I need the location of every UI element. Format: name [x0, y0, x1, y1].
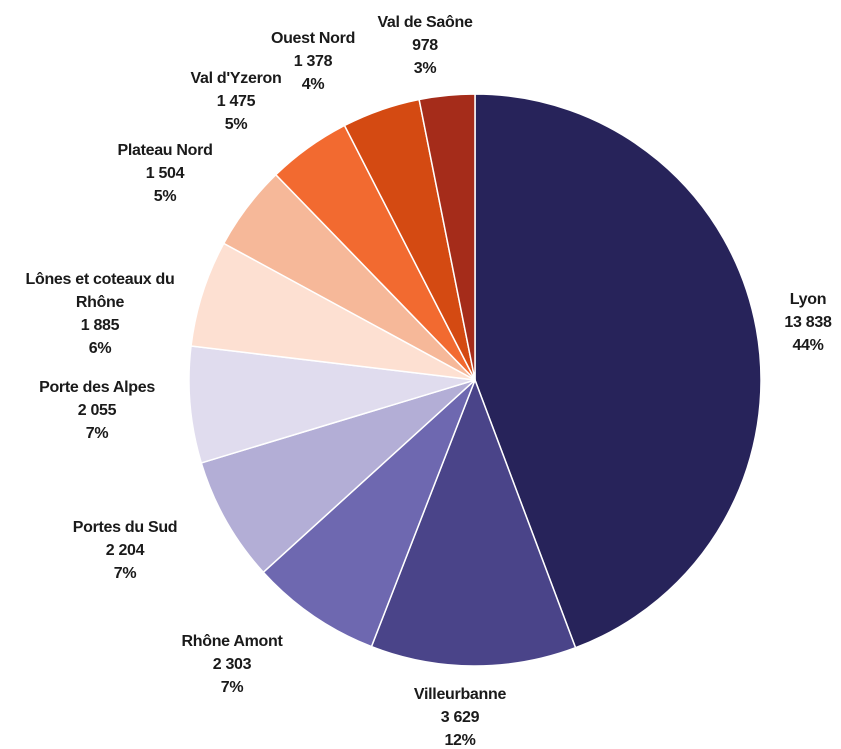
pie-slice	[474, 93, 762, 649]
value-label: 2 055	[77, 402, 117, 419]
pie-slice	[418, 93, 476, 381]
value-label: 1 475	[216, 93, 256, 110]
slice-label: Portes du Sud 2 204 7%	[30, 516, 220, 585]
pie-slice	[200, 379, 476, 574]
percent-label: 3%	[413, 60, 437, 77]
slice-label: Val de Saône 978 3%	[330, 11, 520, 80]
percent-label: 12%	[444, 732, 476, 749]
value-label: 1 378	[293, 53, 333, 70]
category-name: Rhône Amont	[181, 633, 283, 650]
slice-label: Villeurbanne 3 629 12%	[365, 683, 555, 749]
percent-label: 5%	[153, 188, 177, 205]
category-name: Ouest Nord	[270, 30, 356, 47]
category-name: Lyon	[789, 291, 827, 308]
value-label: 1 885	[80, 317, 120, 334]
slice-label: Val d'Yzeron 1 475 5%	[141, 67, 331, 136]
percent-label: 7%	[220, 679, 244, 696]
percent-label: 5%	[224, 116, 248, 133]
category-name: Val d'Yzeron	[190, 70, 282, 87]
slice-label: Rhône Amont 2 303 7%	[137, 630, 327, 699]
percent-label: 7%	[113, 565, 137, 582]
pie-slice	[188, 345, 476, 464]
pie-slice	[370, 377, 577, 667]
value-label: 2 303	[212, 656, 252, 673]
value-label: 2 204	[105, 542, 145, 559]
category-name: Plateau Nord	[117, 142, 213, 159]
pie-slice	[262, 379, 476, 648]
percent-label: 4%	[301, 76, 325, 93]
slice-label: Porte des Alpes 2 055 7%	[2, 376, 192, 445]
percent-label: 44%	[792, 337, 824, 354]
value-label: 3 629	[440, 709, 480, 726]
value-label: 1 504	[145, 165, 185, 182]
value-label: 978	[412, 37, 438, 54]
slice-label: Lônes et coteaux du Rhône 1 885 6%	[5, 268, 195, 360]
percent-label: 6%	[88, 340, 112, 357]
slice-label: Plateau Nord 1 504 5%	[70, 139, 260, 208]
slice-label: Lyon 13 838 44%	[713, 288, 841, 357]
slice-label: Ouest Nord 1 378 4%	[218, 27, 408, 96]
category-name: Val de Saône	[377, 14, 473, 31]
value-label: 13 838	[784, 314, 832, 331]
category-name: Porte des Alpes	[39, 379, 155, 396]
category-name: Portes du Sud	[72, 519, 178, 536]
category-name: Villeurbanne	[413, 686, 507, 703]
percent-label: 7%	[85, 425, 109, 442]
category-name: Lônes et coteaux du Rhône	[25, 271, 175, 311]
